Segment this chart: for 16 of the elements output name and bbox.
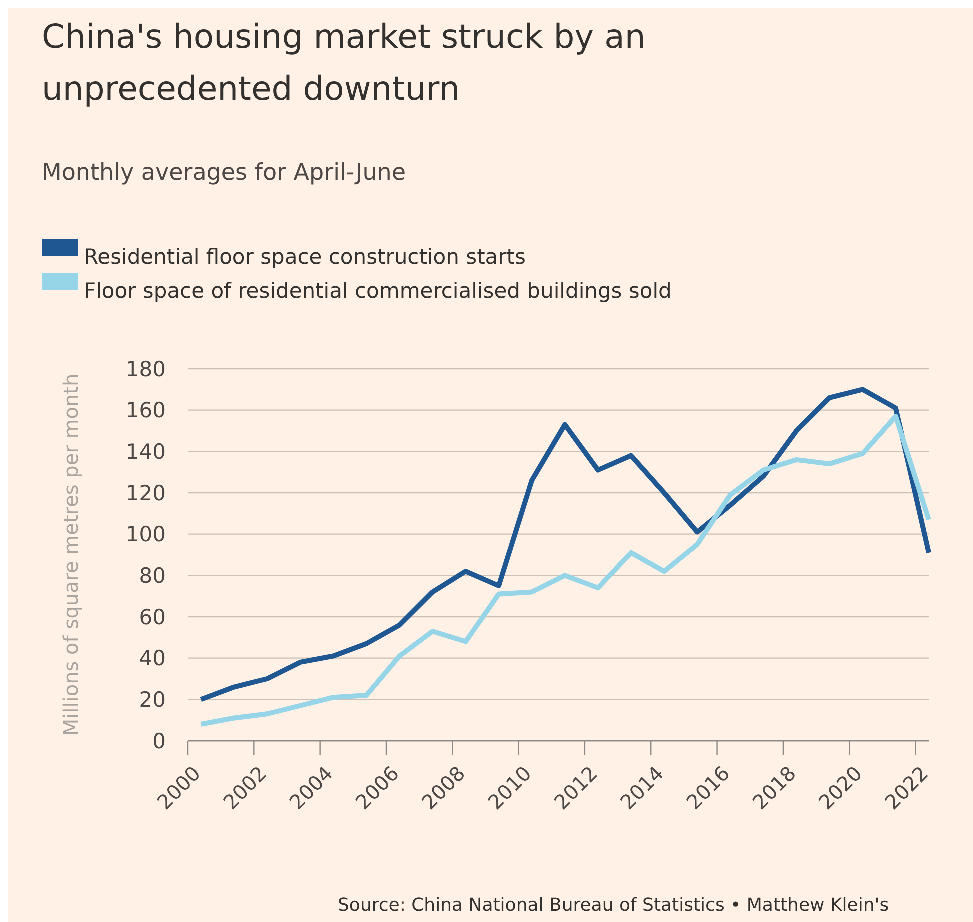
- y-axis-title: Millions of square metres per month: [59, 374, 83, 736]
- y-tick-label: 20: [139, 688, 166, 712]
- y-tick-label: 120: [126, 481, 166, 506]
- legend-label: Floor space of residential commercialised buildings sold: [84, 279, 672, 303]
- y-tick-label: 80: [139, 564, 166, 588]
- chart-title: China's housing market struck by an unprecedented downturn: [42, 17, 646, 108]
- source-note: Source: China National Bureau of Statistics • Matthew Klein's: [338, 895, 890, 916]
- y-tick-label: 140: [126, 440, 166, 464]
- chart-subtitle: Monthly averages for April-June: [42, 160, 406, 186]
- y-tick-label: 160: [126, 398, 166, 423]
- y-tick-label: 60: [139, 605, 166, 630]
- legend-label: Residential floor space construction starts: [84, 245, 526, 269]
- y-tick-label: 0: [152, 729, 166, 754]
- y-tick-label: 100: [126, 522, 166, 547]
- y-tick-label: 180: [126, 357, 166, 382]
- y-tick-label: 40: [139, 646, 166, 671]
